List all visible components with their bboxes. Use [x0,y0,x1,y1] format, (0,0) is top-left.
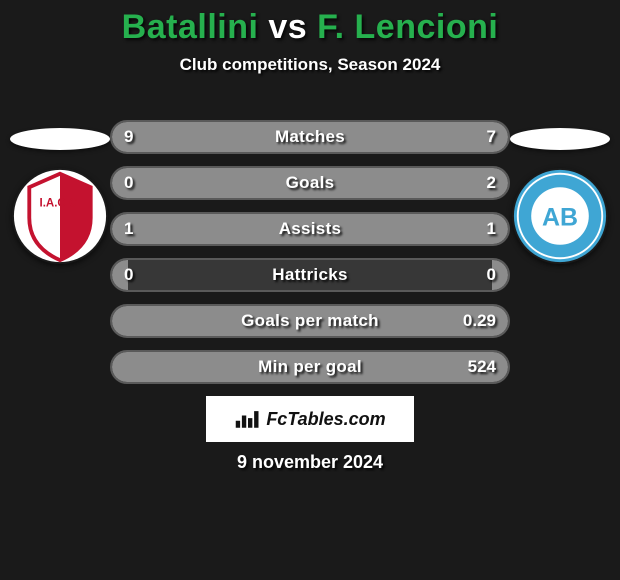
left-player-column: I.A.C.C. [10,128,110,264]
stat-row: Min per goal524 [110,350,510,384]
right-player-column: AB [510,128,610,264]
right-club-badge: AB [512,168,608,264]
page-title: Batallini vs F. Lencioni [0,0,620,47]
stat-row: Hattricks0 0 [110,258,510,292]
chart-bars-icon [234,408,262,430]
watermark-text: FcTables.com [266,409,385,430]
stat-value-right: 524 [468,350,496,384]
player-silhouette-icon [510,128,610,150]
vs-separator: vs [258,8,317,46]
comparison-infographic: Batallini vs F. Lencioni Club competitio… [0,0,620,580]
svg-text:I.A.C.C.: I.A.C.C. [40,197,81,209]
stat-value-left: 1 [124,212,133,246]
player-right-name: F. Lencioni [317,8,498,46]
watermark: FcTables.com [206,396,414,442]
stat-value-left: 0 [124,258,133,292]
player-silhouette-icon [10,128,110,150]
left-club-badge: I.A.C.C. [12,168,108,264]
stats-panel: Matches97Goals02Assists11Hattricks00Goal… [110,120,510,384]
svg-text:AB: AB [542,204,578,232]
stat-label: Matches [110,120,510,154]
stat-value-left: 0 [124,166,133,200]
stat-value-right: 2 [487,166,496,200]
subtitle: Club competitions, Season 2024 [0,55,620,75]
footer-date: 9 november 2024 [0,452,620,473]
stat-label: Min per goal [110,350,510,384]
stat-row: Goals per match0.29 [110,304,510,338]
stat-value-right: 7 [487,120,496,154]
stat-value-left: 9 [124,120,133,154]
stat-row: Goals0 2 [110,166,510,200]
stat-row: Matches9 7 [110,120,510,154]
stat-label: Goals [110,166,510,200]
player-left-name: Batallini [122,8,259,46]
stat-label: Hattricks [110,258,510,292]
stat-value-right: 0.29 [463,304,496,338]
stat-row: Assists1 1 [110,212,510,246]
stat-label: Goals per match [110,304,510,338]
stat-value-right: 0 [487,258,496,292]
stat-label: Assists [110,212,510,246]
stat-value-right: 1 [487,212,496,246]
